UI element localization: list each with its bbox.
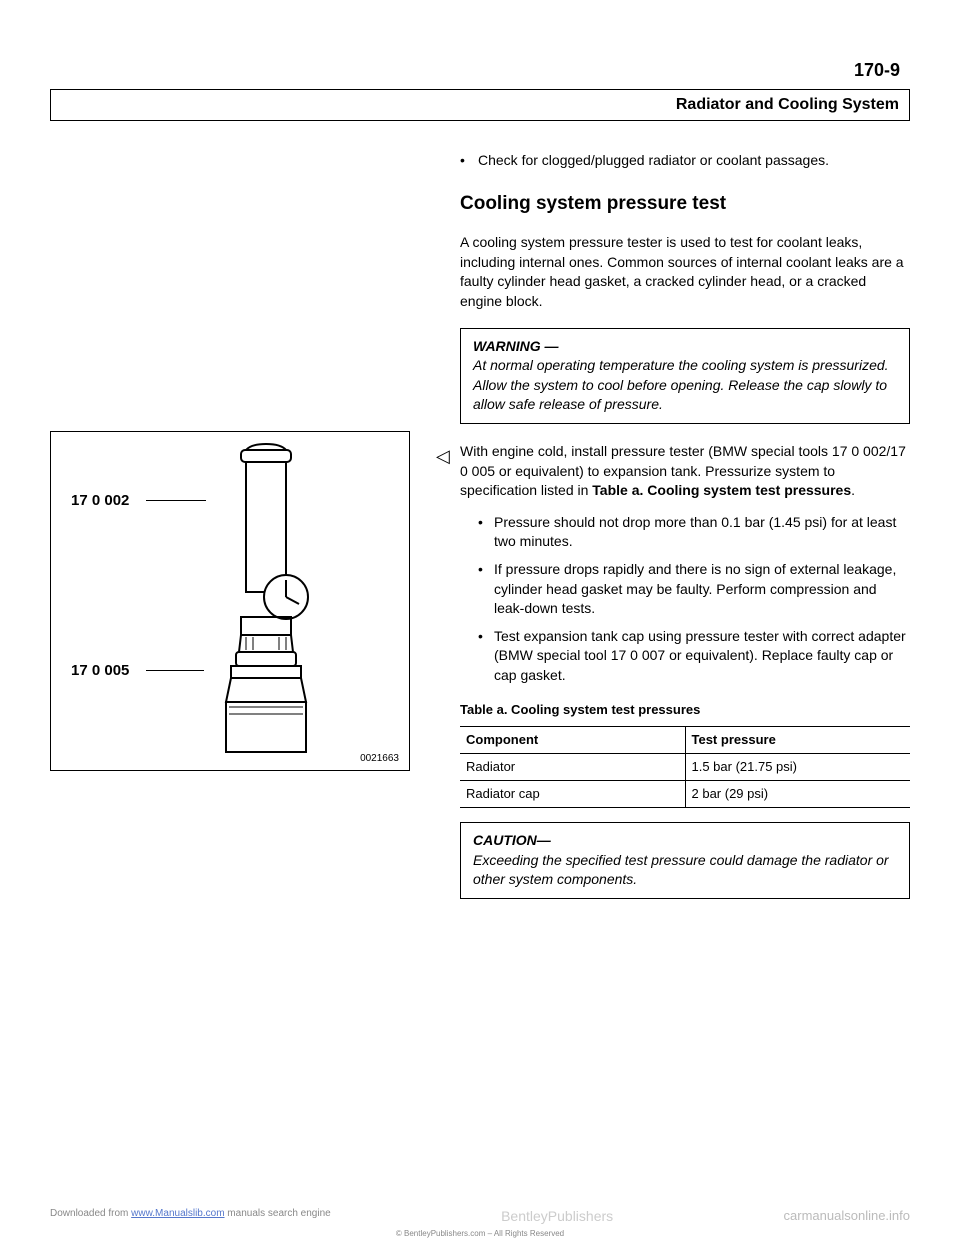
footer-right: carmanualsonline.info [784,1208,910,1224]
arrow-para-bold: Table a. Cooling system test pressures [592,482,851,498]
footer-copyright: © BentleyPublishers.com – All Rights Res… [396,1229,564,1238]
procedure-bullet-1: Pressure should not drop more than 0.1 b… [478,513,910,552]
procedure-bullet-3: Test expansion tank cap using pressure t… [478,627,910,686]
figure-label-2: 17 0 005 [71,662,129,679]
table-row: Radiator cap 2 bar (29 psi) [460,781,910,808]
arrow-para-end: . [851,482,855,498]
section-header: Radiator and Cooling System [50,89,910,121]
warning-text: At normal operating temperature the cool… [473,357,889,412]
table-row: Radiator 1.5 bar (21.75 psi) [460,753,910,780]
table-header-component: Component [460,726,685,753]
caution-box: CAUTION— Exceeding the specified test pr… [460,822,910,899]
table-header-pressure: Test pressure [685,726,910,753]
footer-center: BentleyPublishers [331,1208,784,1224]
table-cell: 2 bar (29 psi) [685,781,910,808]
arrow-left-icon: ◁ [436,444,450,469]
table-title: Table a. Cooling system test pressures [460,701,910,719]
intro-bullet: • Check for clogged/plugged radiator or … [460,151,910,171]
table-header-row: Component Test pressure [460,726,910,753]
text-column: • Check for clogged/plugged radiator or … [460,151,910,917]
bullet-dot-icon: • [460,151,478,171]
procedure-bullet-2: If pressure drops rapidly and there is n… [478,560,910,619]
footer-left: Downloaded from www.Manualslib.com manua… [50,1208,331,1224]
page-number: 170-9 [50,60,910,81]
caution-title: CAUTION— [473,832,551,848]
pressure-table: Component Test pressure Radiator 1.5 bar… [460,726,910,809]
intro-bullet-text: Check for clogged/plugged radiator or co… [478,151,829,171]
figure-column: 17 0 002 17 0 005 [50,151,430,917]
footer: Downloaded from www.Manualslib.com manua… [50,1208,910,1224]
footer-left-link[interactable]: www.Manualslib.com [131,1208,224,1219]
content: 17 0 002 17 0 005 [50,151,910,917]
section-heading: Cooling system pressure test [460,191,910,218]
caution-text: Exceeding the specified test pressure co… [473,852,889,888]
figure-label-1: 17 0 002 [71,492,129,509]
warning-box: WARNING — At normal operating temperatur… [460,328,910,424]
footer-publisher: BentleyPublishers [501,1208,613,1224]
table-cell: Radiator cap [460,781,685,808]
table-cell: 1.5 bar (21.75 psi) [685,753,910,780]
footer-left-suffix: manuals search engine [225,1208,331,1219]
figure-id: 0021663 [360,753,399,764]
pressure-tester-illustration [191,442,341,762]
figure-box: 17 0 002 17 0 005 [50,431,410,771]
footer-left-prefix: Downloaded from [50,1208,131,1219]
table-cell: Radiator [460,753,685,780]
procedure-bullets: Pressure should not drop more than 0.1 b… [478,513,910,686]
warning-title: WARNING — [473,338,559,354]
intro-paragraph: A cooling system pressure tester is used… [460,233,910,311]
procedure-paragraph: ◁ With engine cold, install pressure tes… [460,442,910,501]
